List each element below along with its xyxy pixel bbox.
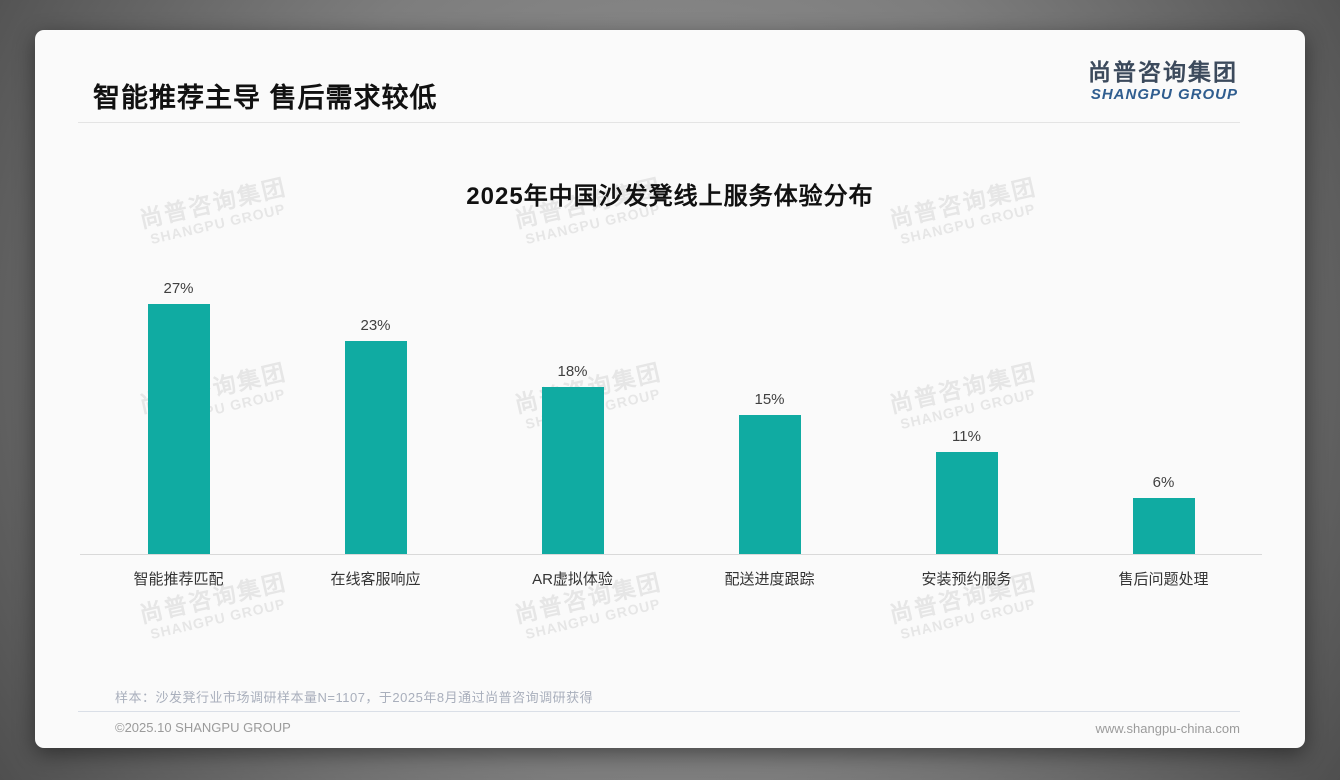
bar-column: 27% xyxy=(80,160,277,554)
bar-category-label: 安装预约服务 xyxy=(921,571,1012,588)
footer-divider xyxy=(78,711,1240,712)
bar-value-label: 6% xyxy=(1152,474,1175,491)
bar-column: 15% xyxy=(671,160,868,554)
company-logo: 尚普咨询集团 SHANGPU GROUP xyxy=(1088,59,1238,104)
bar-category-label: AR虚拟体验 xyxy=(532,571,613,588)
bar-category-label: 智能推荐匹配 xyxy=(133,571,224,588)
watermark-english-text: SHANGPU GROUP xyxy=(898,595,1038,643)
bar-chart-plot: 27% 23% 18% 15% 11% 6% xyxy=(80,160,1262,555)
footer-copyright: ©2025.10 SHANGPU GROUP xyxy=(115,720,291,735)
sample-footnote: 样本：沙发凳行业市场调研样本量N=1107，于2025年8月通过尚普咨询调研获得 xyxy=(115,690,594,705)
chart-title: 2025年中国沙发凳线上服务体验分布 xyxy=(466,183,874,210)
watermark-english-text: SHANGPU GROUP xyxy=(523,595,663,643)
bar-chart-category-axis: 智能推荐匹配 在线客服响应 AR虚拟体验 配送进度跟踪 安装预约服务 售后问题处理 xyxy=(80,568,1262,589)
bar-value-label: 11% xyxy=(952,428,981,445)
bar-category-label: 配送进度跟踪 xyxy=(724,571,815,588)
bar-category-label: 售后问题处理 xyxy=(1118,571,1209,588)
bar xyxy=(738,415,801,554)
page-title: 智能推荐主导 售后需求较低 xyxy=(93,83,438,113)
footer-website: www.shangpu-china.com xyxy=(1095,721,1240,736)
bar-value-label: 15% xyxy=(754,391,785,408)
slide-card: 尚普咨询集团 SHANGPU GROUP 尚普咨询集团 SHANGPU GROUP 尚普… xyxy=(35,30,1305,748)
bar xyxy=(541,387,604,554)
bar xyxy=(147,304,210,554)
bar-value-label: 18% xyxy=(557,363,588,380)
logo-chinese-text: 尚普咨询集团 xyxy=(1088,59,1238,85)
bar-category-label: 在线客服响应 xyxy=(330,571,421,588)
bar-column: 18% xyxy=(474,160,671,554)
watermark-english-text: SHANGPU GROUP xyxy=(148,595,288,643)
header-divider xyxy=(78,122,1240,123)
bar-column: 11% xyxy=(868,160,1065,554)
bar xyxy=(344,341,407,554)
bar-value-label: 23% xyxy=(360,317,391,334)
bar xyxy=(935,452,998,554)
bar-column: 6% xyxy=(1065,160,1262,554)
bar xyxy=(1132,498,1195,554)
bar-value-label: 27% xyxy=(163,280,194,297)
logo-english-text: SHANGPU GROUP xyxy=(1090,86,1238,104)
bar-column: 23% xyxy=(277,160,474,554)
